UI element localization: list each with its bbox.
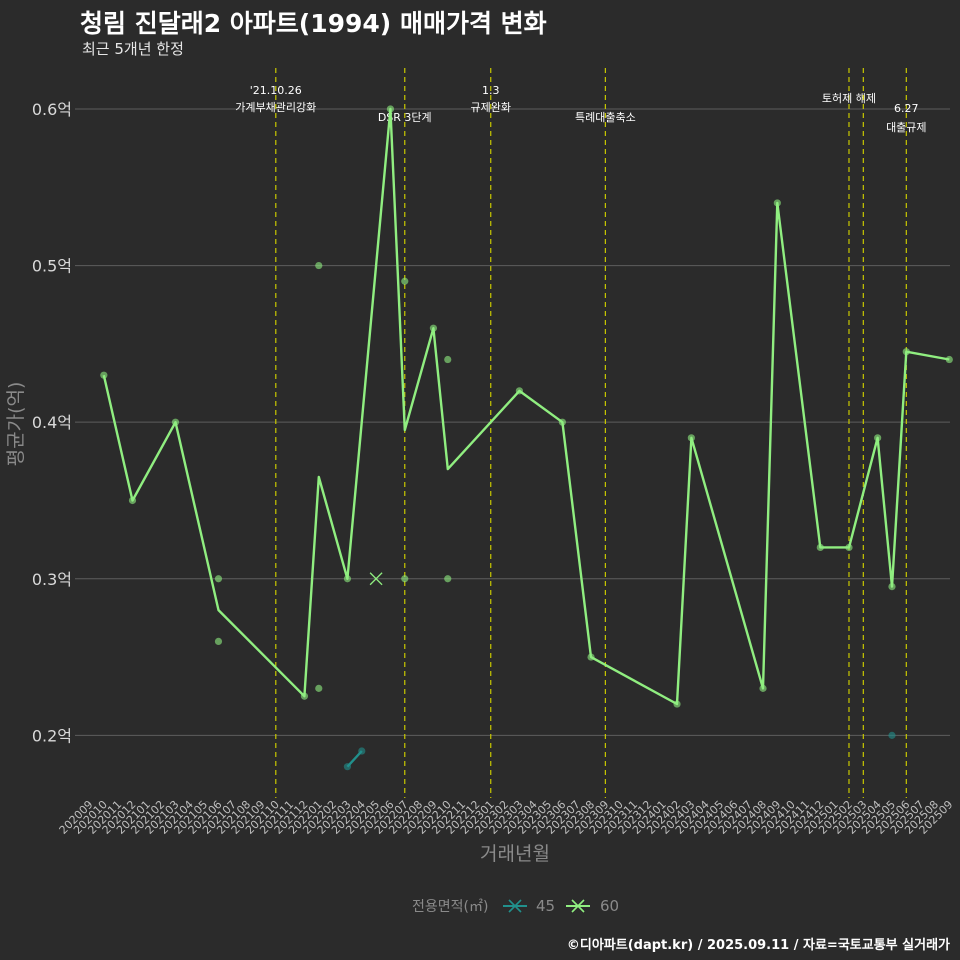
event-label: 6.27 [894,102,919,115]
event-label: 가계부채관리강화 [235,101,316,114]
data-point-60 [315,684,323,692]
data-point-60 [128,496,137,505]
data-point-60 [945,355,953,364]
data-point-60 [343,575,352,583]
event-label: 규제완화 [470,101,510,114]
legend-label-60: 60 [600,897,619,915]
data-point-60 [214,575,223,583]
data-point-60 [171,418,180,426]
data-point-60 [587,653,595,661]
legend: 전용면적(㎡) 45 60 [412,897,619,915]
data-point-60 [773,199,781,207]
cross-marker [369,572,383,586]
axis-layer: 0.2억0.3억0.4억0.5억0.6억20200920201020201120… [32,100,956,837]
data-point-60 [816,543,824,552]
y-tick-label: 0.2억 [32,726,72,745]
data-point-60 [687,434,695,442]
y-tick-label: 0.5억 [32,257,72,276]
data-point-60 [888,582,896,591]
series-line-60 [102,107,950,706]
data-point-60 [845,543,853,552]
data-point-60 [874,434,882,442]
data-point-60 [100,371,108,379]
event-label: 토허제 해제 [822,91,876,105]
data-point-60 [315,261,323,270]
data-point-60 [902,348,910,356]
data-point-45 [358,747,366,755]
x-axis-title: 거래년월 [480,843,550,865]
data-point-45 [343,763,352,771]
event-label: 특례대출축소 [575,111,636,124]
data-point-45 [888,731,896,739]
event-label: '21.10.26 [250,84,302,97]
chart-subtitle: 최근 5개년 한정 [82,40,184,58]
y-axis-title: 평균가(억) [5,382,27,467]
y-tick-label: 0.3억 [32,570,72,589]
data-point-60 [429,324,438,332]
event-label: 대출규제 [886,121,926,134]
data-point-60 [214,637,223,646]
data-point-60 [401,575,409,583]
series-layer [100,105,953,771]
data-point-60 [515,387,524,395]
source-caption: ©디아파트(dapt.kr) / 2025.09.11 / 자료=국토교통부 실… [566,938,950,953]
data-point-60 [401,277,409,285]
data-point-60 [673,700,681,708]
chart-title: 청림 진달래2 아파트(1994) 매매가격 변화 [80,9,547,38]
data-point-60 [444,575,452,583]
legend-item-60: 60 [566,897,619,915]
y-tick-label: 0.4억 [32,413,72,432]
legend-item-45: 45 [503,897,555,915]
data-point-60 [444,355,452,364]
legend-label-45: 45 [536,897,555,915]
data-point-60 [759,684,767,692]
event-label: DSR 3단계 [378,111,432,124]
data-point-60 [386,105,395,113]
y-tick-label: 0.6억 [32,100,72,119]
data-point-60 [300,692,309,700]
grid-layer [75,108,950,736]
event-label: 1.3 [482,84,500,97]
legend-title: 전용면적(㎡) [412,899,488,915]
data-point-60 [558,418,566,426]
